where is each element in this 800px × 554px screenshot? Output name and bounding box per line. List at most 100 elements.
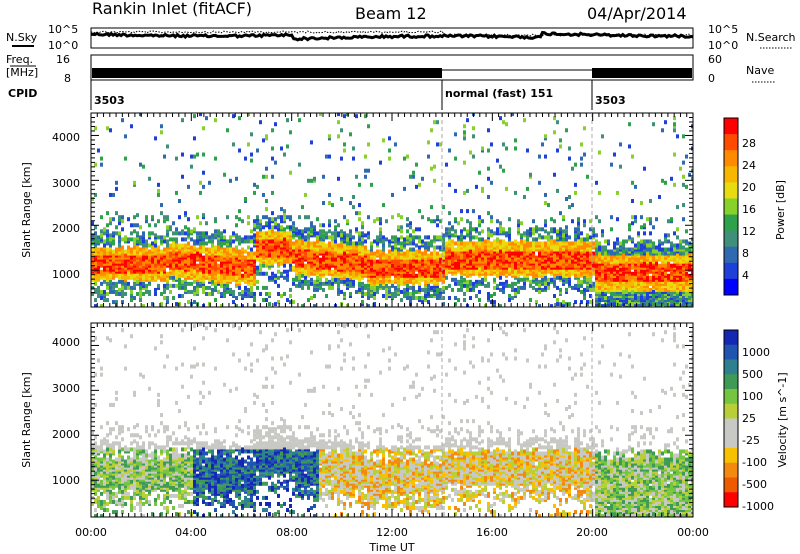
power-cell	[415, 273, 418, 278]
power-cell	[556, 243, 559, 248]
power-cell	[190, 247, 193, 252]
power-cell	[646, 296, 649, 301]
power-cell	[304, 269, 307, 274]
power-cell	[583, 291, 586, 296]
power-cell	[559, 267, 562, 272]
power-cell	[487, 239, 490, 244]
power-cell	[313, 269, 316, 274]
power-cell	[346, 221, 349, 226]
power-cell	[250, 261, 253, 266]
power-cell	[538, 267, 541, 272]
power-cell	[619, 243, 622, 248]
power-cell	[100, 261, 103, 266]
power-cell	[502, 120, 505, 125]
power-cell	[277, 237, 280, 242]
power-cell	[577, 239, 580, 244]
power-cell	[217, 289, 220, 294]
power-cell	[538, 259, 541, 264]
power-cell	[403, 245, 406, 250]
power-cell	[250, 158, 253, 163]
power-cell	[253, 267, 256, 272]
power-cell	[262, 241, 265, 246]
power-cell	[151, 245, 154, 250]
power-cell	[340, 235, 343, 240]
power-cell	[208, 269, 211, 274]
power-cell	[577, 249, 580, 254]
power-cell	[202, 184, 205, 189]
power-cell	[193, 243, 196, 248]
power-cell	[172, 261, 175, 266]
power-cell	[673, 273, 676, 278]
power-cell	[346, 263, 349, 268]
power-cell	[142, 233, 145, 238]
power-cell	[673, 287, 676, 292]
power-cell	[292, 227, 295, 232]
power-cell	[232, 233, 235, 238]
power-cell	[586, 302, 589, 307]
power-cell	[517, 285, 520, 290]
power-cell	[118, 215, 121, 220]
power-cell	[664, 235, 667, 240]
power-cell	[130, 293, 133, 298]
power-cell	[643, 275, 646, 280]
power-cell	[478, 255, 481, 260]
power-cell	[214, 235, 217, 240]
power-cell	[268, 259, 271, 264]
power-cell	[664, 263, 667, 268]
power-cell	[643, 166, 646, 171]
power-cell	[652, 265, 655, 270]
power-cell	[511, 259, 514, 264]
power-cell	[313, 225, 316, 230]
power-cell	[604, 298, 607, 303]
power-cell	[301, 267, 304, 272]
power-cell	[670, 265, 673, 270]
power-cell	[490, 142, 493, 147]
power-cell	[481, 271, 484, 276]
power-cell	[250, 229, 253, 234]
power-cell	[568, 281, 571, 286]
power-cell	[175, 283, 178, 288]
power-cell	[94, 239, 97, 244]
power-cell	[553, 271, 556, 276]
power-cell	[409, 257, 412, 262]
power-cell	[637, 296, 640, 301]
power-cell	[307, 215, 310, 220]
power-cell	[658, 257, 661, 262]
power-cell	[430, 271, 433, 276]
power-cell	[166, 239, 169, 244]
power-cell	[352, 259, 355, 264]
power-cell	[556, 255, 559, 260]
power-cell	[604, 277, 607, 282]
power-cell	[187, 261, 190, 266]
power-cell	[277, 223, 280, 228]
power-cell	[556, 235, 559, 240]
power-cell	[358, 235, 361, 240]
power-cell	[217, 275, 220, 280]
power-cell	[586, 265, 589, 270]
power-cell	[610, 293, 613, 298]
power-cell	[523, 261, 526, 266]
power-cell	[607, 289, 610, 294]
power-cell	[118, 233, 121, 238]
power-cell	[481, 229, 484, 234]
power-cell	[181, 269, 184, 274]
power-cell	[133, 229, 136, 234]
power-cell	[193, 300, 196, 305]
power-cell	[298, 229, 301, 234]
power-cell	[310, 241, 313, 246]
power-cell	[319, 235, 322, 240]
power-cell	[418, 235, 421, 240]
power-cell	[115, 257, 118, 262]
power-cell	[238, 241, 241, 246]
power-cell	[343, 273, 346, 278]
power-cell	[247, 257, 250, 262]
power-cell	[112, 217, 115, 222]
power-cell	[619, 287, 622, 292]
power-cell	[244, 255, 247, 260]
power-cell	[499, 287, 502, 292]
power-cell	[94, 271, 97, 276]
power-cell	[406, 249, 409, 254]
power-cell	[415, 253, 418, 258]
power-cell	[151, 277, 154, 282]
power-cell	[337, 281, 340, 286]
